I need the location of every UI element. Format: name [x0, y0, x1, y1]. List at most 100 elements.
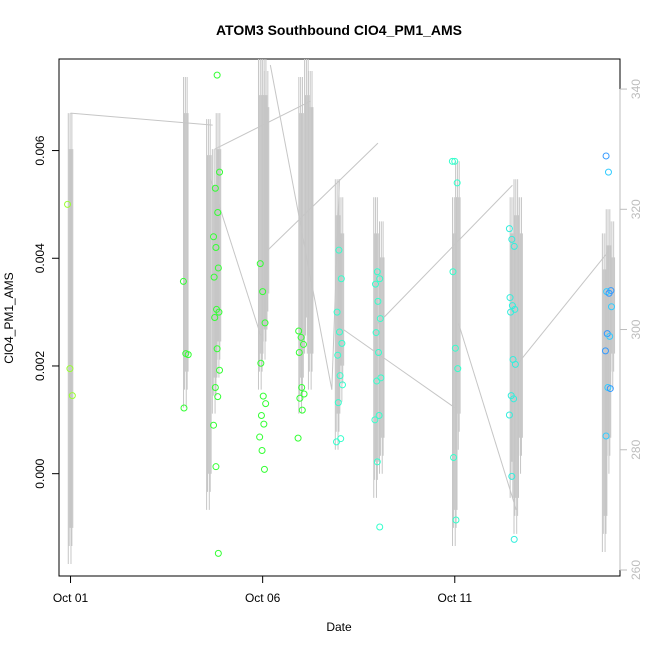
- trace-segment: [458, 323, 517, 511]
- trace-segment: [331, 179, 340, 390]
- x-axis: Oct 01 Oct 06 Oct 11: [53, 575, 473, 605]
- data-point: [212, 243, 220, 251]
- data-point: [180, 404, 188, 412]
- data-point: [212, 463, 220, 471]
- data-point: [337, 435, 345, 443]
- data-point: [602, 152, 610, 160]
- data-point: [604, 168, 612, 176]
- data-point: [216, 168, 224, 176]
- y-axis-label: ClO4_PM1_AMS: [2, 272, 16, 363]
- data-point: [294, 434, 302, 442]
- data-point: [510, 535, 518, 543]
- data-point: [373, 377, 381, 385]
- data-point: [605, 289, 613, 297]
- trace-segment: [377, 184, 513, 324]
- data-point: [451, 157, 459, 165]
- data-point: [508, 235, 516, 243]
- data-point: [64, 200, 72, 208]
- data-point: [298, 384, 306, 392]
- data-point: [375, 349, 383, 357]
- data-point: [606, 385, 614, 393]
- data-point: [607, 303, 615, 311]
- trace-segment: [210, 179, 262, 336]
- y-tick-label: 0.000: [33, 458, 47, 488]
- data-point: [300, 390, 308, 398]
- trace-segment: [70, 112, 213, 126]
- data-point: [505, 225, 513, 233]
- data-point: [257, 359, 265, 367]
- data-point: [214, 264, 222, 272]
- data-point: [510, 395, 518, 403]
- data-point: [451, 344, 459, 352]
- data-point: [295, 327, 303, 335]
- data-point: [66, 365, 74, 373]
- data-point: [210, 233, 218, 241]
- data-point: [256, 433, 264, 441]
- right-y-axis: 260 280 300 320 340: [619, 79, 643, 580]
- data-point: [295, 349, 303, 357]
- x-axis-label: Date: [326, 620, 352, 634]
- data-point: [214, 393, 222, 401]
- data-point: [260, 420, 268, 428]
- data-point: [260, 465, 268, 473]
- data-point: [508, 302, 516, 310]
- right-y-tick-label: 280: [629, 439, 643, 459]
- data-point: [449, 268, 457, 276]
- data-point: [448, 157, 456, 165]
- data-point: [372, 329, 380, 337]
- right-y-tick-label: 260: [629, 560, 643, 580]
- data-point: [338, 339, 346, 347]
- x-tick-label: Oct 06: [245, 591, 281, 605]
- data-point: [257, 412, 265, 420]
- right-y-tick-label: 320: [629, 199, 643, 219]
- data-point: [339, 381, 346, 389]
- data-point: [376, 275, 384, 283]
- points-layer: [64, 71, 615, 557]
- data-point: [376, 315, 384, 323]
- data-point: [68, 392, 76, 400]
- data-point: [601, 347, 609, 355]
- data-point: [262, 400, 270, 408]
- data-point: [334, 399, 342, 407]
- data-point: [337, 275, 345, 283]
- data-point: [507, 308, 515, 316]
- x-tick-label: Oct 11: [438, 591, 473, 605]
- right-y-tick-label: 300: [629, 319, 643, 339]
- data-point: [215, 308, 223, 316]
- data-point: [298, 406, 306, 414]
- data-point: [216, 366, 224, 374]
- data-point: [508, 472, 516, 480]
- right-axis-trace-layer: [67, 59, 616, 564]
- data-point: [210, 273, 218, 281]
- data-point: [213, 71, 221, 79]
- data-point: [375, 412, 383, 420]
- data-point: [506, 294, 514, 302]
- data-point: [453, 179, 461, 187]
- data-point: [452, 516, 460, 524]
- data-point: [602, 432, 610, 440]
- data-point: [179, 277, 187, 285]
- trace-segment: [343, 329, 456, 409]
- data-point: [334, 351, 342, 359]
- data-point: [510, 242, 518, 250]
- data-point: [297, 333, 305, 341]
- data-point: [214, 549, 222, 557]
- data-point: [333, 308, 341, 316]
- data-point: [258, 447, 266, 455]
- trace-segment: [214, 100, 311, 150]
- data-point: [374, 297, 382, 305]
- data-point: [256, 260, 264, 268]
- data-point: [210, 421, 218, 429]
- y-tick-label: 0.002: [33, 351, 47, 381]
- data-point: [211, 184, 219, 192]
- data-point: [259, 392, 267, 400]
- y-tick-label: 0.004: [33, 243, 47, 273]
- y-tick-label: 0.006: [33, 135, 47, 165]
- data-point: [184, 351, 192, 359]
- data-point: [372, 280, 380, 288]
- data-point: [505, 411, 513, 419]
- data-point: [371, 416, 379, 424]
- data-point: [296, 394, 304, 402]
- data-point: [336, 328, 343, 336]
- data-point: [373, 458, 381, 466]
